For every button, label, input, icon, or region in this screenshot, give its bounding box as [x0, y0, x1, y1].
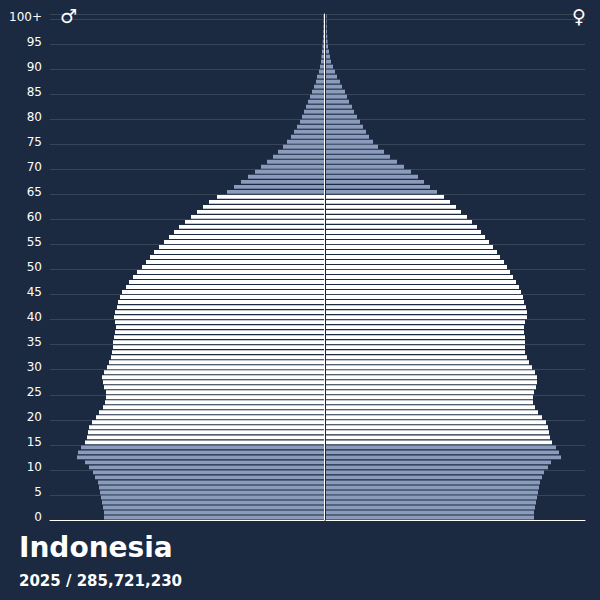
svg-text:Indonesia: Indonesia: [19, 531, 173, 564]
svg-text:100+: 100+: [9, 10, 42, 24]
svg-text:5: 5: [34, 485, 42, 499]
svg-text:65: 65: [27, 185, 42, 199]
svg-text:50: 50: [27, 260, 42, 274]
svg-text:♂: ♂: [60, 5, 77, 27]
svg-text:40: 40: [27, 310, 42, 324]
svg-text:75: 75: [27, 135, 42, 149]
svg-text:80: 80: [27, 110, 42, 124]
svg-text:45: 45: [27, 285, 42, 299]
svg-text:60: 60: [27, 210, 42, 224]
svg-text:♀: ♀: [572, 5, 586, 27]
svg-text:90: 90: [27, 60, 42, 74]
svg-text:15: 15: [27, 435, 42, 449]
svg-text:20: 20: [27, 410, 42, 424]
svg-text:85: 85: [27, 85, 42, 99]
svg-text:0: 0: [34, 510, 42, 524]
svg-text:95: 95: [27, 35, 42, 49]
svg-text:10: 10: [27, 460, 42, 474]
svg-text:70: 70: [27, 160, 42, 174]
svg-text:55: 55: [27, 235, 42, 249]
svg-text:2025 / 285,721,230: 2025 / 285,721,230: [19, 572, 182, 590]
svg-text:35: 35: [27, 335, 42, 349]
svg-text:25: 25: [27, 385, 42, 399]
svg-text:30: 30: [27, 360, 42, 374]
